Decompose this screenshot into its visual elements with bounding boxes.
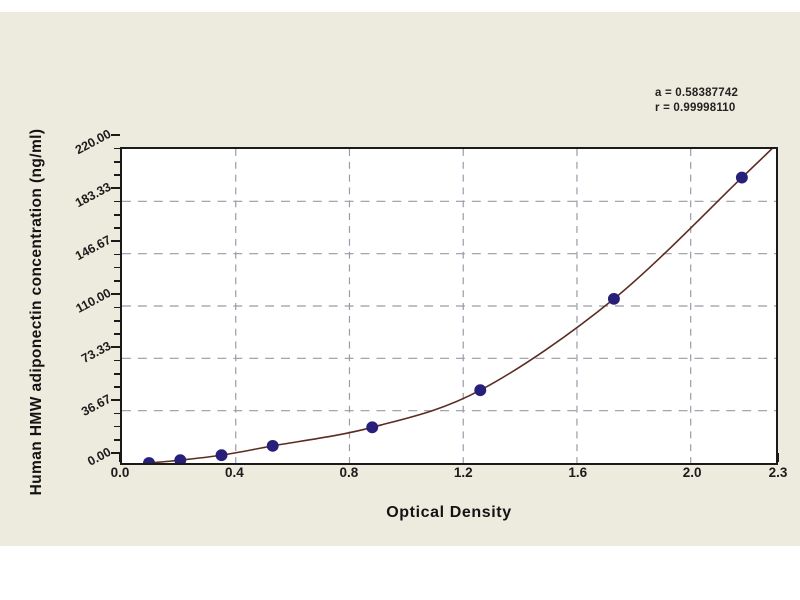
y-axis-title: Human HMW adiponectin concentration (ng/… [28,128,45,496]
x-tick-label: 0.4 [225,465,244,480]
chart-canvas: Human HMW adiponectin concentration (ng/… [0,12,800,546]
gridlines [122,149,776,463]
y-tick-label: 220.00 [72,126,114,158]
x-tick-label: 2.0 [682,465,702,480]
y-tick-label: 110.00 [73,285,114,316]
x-tick-label: 1.6 [568,465,588,480]
y-tick-label: 73.33 [79,338,114,366]
fit-statistics-annotation: a = 0.58387742 r = 0.99998110 [655,86,738,116]
x-tick-label: 0.8 [339,465,359,480]
axis-tick-mark [111,187,120,189]
plot-graphics [122,149,776,463]
axis-tick-mark [111,398,120,401]
correlation-statistic: r = 0.99998110 [655,102,736,114]
fitted-curve [148,149,773,463]
axis-tick-mark [111,293,120,295]
data-points [143,171,748,463]
y-tick-label: 36.67 [79,391,114,419]
x-tick-label: 2.3 [768,465,788,480]
slope-statistic: a = 0.58387742 [655,87,739,99]
plot-area [120,147,778,465]
x-tick-label: 0.0 [110,465,130,480]
x-tick-label: 1.2 [453,465,473,480]
axis-tick-mark [111,134,120,136]
axis-tick-mark [111,346,120,348]
axis-tick-mark [111,452,120,454]
axis-tick-mark [111,239,120,242]
x-axis-title: Optical Density [386,504,512,521]
y-tick-label: 146.67 [72,232,114,264]
y-tick-label: 0.00 [85,444,114,469]
y-tick-label: 183.33 [72,179,114,211]
